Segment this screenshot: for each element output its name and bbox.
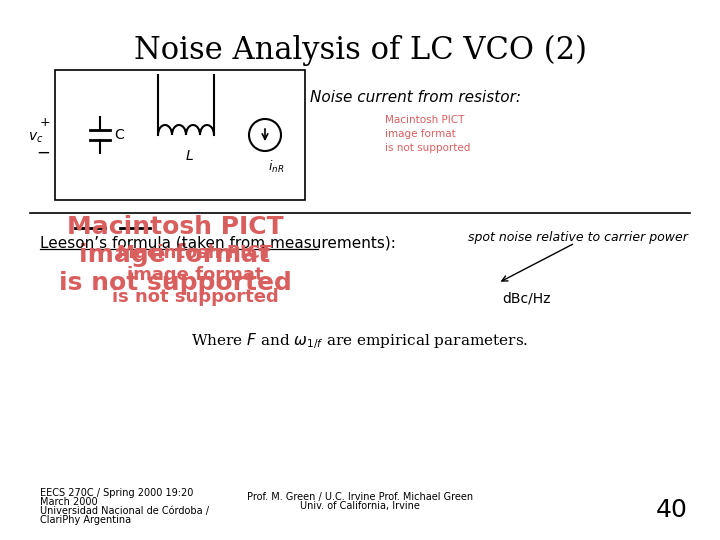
Text: is not supported: is not supported [112, 288, 279, 306]
Text: Noise Analysis of LC VCO (2): Noise Analysis of LC VCO (2) [133, 35, 587, 66]
Text: C: C [114, 128, 124, 142]
Text: 40: 40 [656, 498, 688, 522]
Text: Univ. of California, Irvine: Univ. of California, Irvine [300, 501, 420, 511]
Text: ClariPhy Argentina: ClariPhy Argentina [40, 515, 131, 525]
Text: is not supported: is not supported [385, 143, 470, 153]
Text: Macintosh PICT: Macintosh PICT [117, 244, 273, 262]
Text: Where $F$ and $\omega_{1/f}$ are empirical parameters.: Where $F$ and $\omega_{1/f}$ are empiric… [192, 331, 528, 351]
Text: $i_{nR}$: $i_{nR}$ [268, 159, 284, 175]
Text: Universidad Nacional de Córdoba /: Universidad Nacional de Córdoba / [40, 506, 209, 516]
Text: −: − [36, 144, 50, 162]
Text: image format: image format [385, 129, 456, 139]
Text: image format: image format [127, 266, 264, 284]
Text: EECS 270C / Spring 2000 19:20: EECS 270C / Spring 2000 19:20 [40, 488, 194, 498]
Text: dBc/Hz: dBc/Hz [502, 291, 551, 305]
Text: Macintosh PICT: Macintosh PICT [67, 215, 283, 239]
Text: Prof. M. Green / U.C. Irvine Prof. Michael Green: Prof. M. Green / U.C. Irvine Prof. Micha… [247, 492, 473, 502]
Text: L: L [186, 149, 194, 163]
Text: March 2000: March 2000 [40, 497, 98, 507]
Text: is not supported: is not supported [58, 271, 292, 295]
Text: $v_c$: $v_c$ [27, 131, 43, 145]
Text: Macintosh PICT: Macintosh PICT [385, 115, 464, 125]
FancyBboxPatch shape [55, 70, 305, 200]
Text: spot noise relative to carrier power: spot noise relative to carrier power [468, 231, 688, 244]
Text: image format: image format [79, 243, 271, 267]
Text: Leeson’s formula (taken from measurements):: Leeson’s formula (taken from measurement… [40, 235, 396, 250]
Text: Noise current from resistor:: Noise current from resistor: [310, 90, 521, 105]
Text: +: + [40, 117, 50, 130]
